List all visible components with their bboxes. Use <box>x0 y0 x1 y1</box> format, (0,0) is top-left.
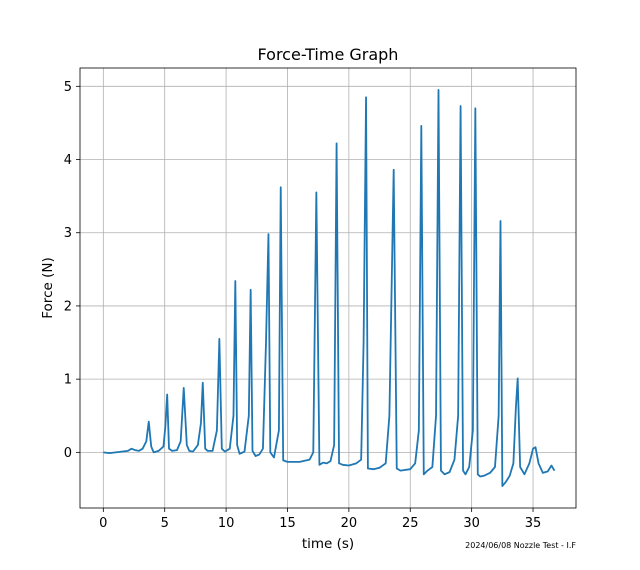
plot-frame <box>79 67 577 509</box>
x-tick-label: 15 <box>279 516 296 531</box>
y-tick-label: 0 <box>64 446 72 461</box>
y-tick-label: 1 <box>64 373 72 388</box>
force-series-line <box>103 89 556 487</box>
x-tick-label: 10 <box>218 516 235 531</box>
x-tick-label: 0 <box>99 516 107 531</box>
x-tick-label: 5 <box>161 516 169 531</box>
x-tick-label: 35 <box>525 516 542 531</box>
y-tick-label: 5 <box>64 80 72 95</box>
y-tick-label: 3 <box>64 226 72 241</box>
x-tick-label: 25 <box>402 516 419 531</box>
annotation-text: 2024/06/08 Nozzle Test - I.F <box>465 541 576 550</box>
series-layer <box>103 89 556 487</box>
grid <box>80 68 576 508</box>
chart-title: Force-Time Graph <box>258 45 399 64</box>
x-tick-label: 20 <box>341 516 358 531</box>
y-axis-ticks: 0 1 2 3 4 5 <box>64 80 80 461</box>
x-axis-label: time (s) <box>302 536 354 552</box>
y-axis-label: Force (N) <box>40 257 56 318</box>
x-tick-label: 30 <box>463 516 480 531</box>
y-tick-label: 4 <box>64 153 72 168</box>
x-axis-ticks: 0 5 10 15 20 25 30 35 <box>99 508 541 531</box>
y-tick-label: 2 <box>64 299 72 314</box>
